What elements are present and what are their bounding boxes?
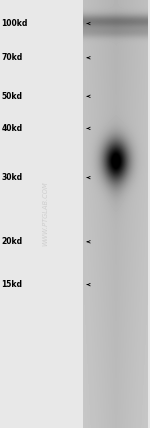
Text: 15kd: 15kd (2, 280, 22, 289)
Text: 100kd: 100kd (2, 19, 28, 28)
Text: 70kd: 70kd (2, 53, 23, 62)
Text: 50kd: 50kd (2, 92, 22, 101)
Text: 30kd: 30kd (2, 173, 23, 182)
Text: WWW.PTGLAB.COM: WWW.PTGLAB.COM (42, 181, 48, 247)
Text: 40kd: 40kd (2, 124, 23, 133)
Text: 20kd: 20kd (2, 237, 23, 247)
